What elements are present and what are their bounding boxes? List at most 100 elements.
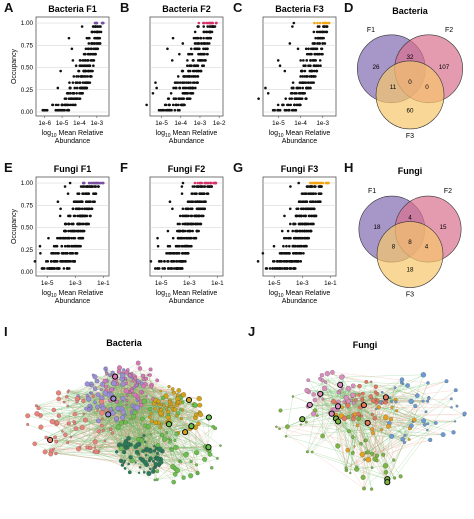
data-point bbox=[317, 64, 320, 68]
network-node bbox=[194, 412, 199, 417]
network-edge bbox=[376, 421, 456, 461]
data-point bbox=[315, 30, 319, 34]
network-node bbox=[82, 412, 85, 416]
data-point bbox=[298, 81, 302, 84]
data-point bbox=[299, 97, 302, 100]
data-point bbox=[94, 25, 97, 28]
data-point bbox=[84, 47, 88, 51]
data-point bbox=[65, 92, 69, 95]
network-node bbox=[311, 392, 316, 397]
data-point bbox=[303, 236, 306, 240]
data-point bbox=[298, 244, 301, 248]
data-point bbox=[90, 207, 94, 211]
network-edge bbox=[153, 399, 155, 451]
network-node bbox=[130, 371, 134, 375]
data-point bbox=[177, 236, 181, 240]
data-point bbox=[321, 42, 325, 45]
data-point bbox=[192, 236, 195, 240]
data-point bbox=[50, 260, 53, 263]
network-edge bbox=[325, 382, 365, 460]
network-node bbox=[400, 436, 405, 442]
network-node bbox=[148, 373, 152, 377]
data-point bbox=[66, 244, 70, 248]
network-edge bbox=[391, 434, 444, 437]
network-node bbox=[318, 377, 322, 381]
network-edge bbox=[117, 384, 122, 428]
x-tick-label: 1e-4 bbox=[174, 120, 187, 127]
data-point bbox=[78, 222, 81, 226]
data-point bbox=[78, 81, 82, 84]
network-node bbox=[450, 406, 453, 409]
data-point bbox=[78, 64, 82, 68]
data-point bbox=[181, 222, 185, 226]
data-point bbox=[74, 252, 78, 255]
data-point bbox=[61, 103, 64, 107]
data-point bbox=[210, 25, 214, 28]
data-point bbox=[80, 25, 84, 28]
network-node bbox=[56, 396, 61, 402]
data-point bbox=[207, 42, 211, 45]
data-point bbox=[94, 36, 97, 40]
network-node bbox=[160, 433, 165, 438]
network-node bbox=[451, 430, 456, 435]
data-point bbox=[73, 260, 77, 263]
data-point bbox=[166, 244, 170, 248]
network-edge bbox=[395, 399, 415, 420]
data-point bbox=[86, 75, 90, 78]
network-node bbox=[134, 405, 140, 411]
x-tick-label: 1e-6 bbox=[38, 120, 51, 127]
data-point bbox=[81, 81, 85, 84]
data-point bbox=[65, 252, 69, 255]
network-edge bbox=[51, 450, 155, 459]
data-point bbox=[186, 59, 189, 62]
network-edge bbox=[306, 413, 332, 423]
data-point bbox=[325, 30, 329, 34]
network-node bbox=[62, 400, 66, 404]
data-point bbox=[67, 236, 71, 240]
network-node bbox=[152, 466, 156, 470]
data-point bbox=[164, 103, 168, 107]
network-node bbox=[304, 420, 308, 424]
network-node bbox=[162, 404, 166, 408]
data-point bbox=[304, 47, 308, 51]
network-node bbox=[148, 449, 153, 454]
data-point bbox=[276, 260, 279, 263]
network-node bbox=[111, 380, 117, 386]
network-node bbox=[380, 391, 384, 394]
network-edge bbox=[276, 425, 358, 427]
data-point bbox=[291, 25, 294, 28]
data-point bbox=[89, 52, 92, 56]
data-point bbox=[79, 214, 83, 218]
data-point bbox=[185, 81, 188, 84]
network-node bbox=[330, 370, 335, 375]
network-edge bbox=[365, 383, 404, 441]
network-edge bbox=[394, 422, 436, 479]
network-node bbox=[51, 407, 57, 413]
network-node bbox=[119, 372, 126, 379]
network-hub-node bbox=[328, 410, 335, 417]
data-point bbox=[310, 181, 314, 185]
network-edge bbox=[110, 428, 190, 430]
data-point bbox=[97, 185, 100, 188]
network-edge bbox=[407, 385, 427, 412]
data-point bbox=[153, 267, 157, 270]
x-tick-label: 1e-5 bbox=[268, 280, 281, 287]
data-point bbox=[168, 103, 171, 107]
data-point bbox=[314, 200, 317, 203]
data-point bbox=[168, 244, 172, 248]
data-point bbox=[60, 108, 64, 112]
data-point bbox=[179, 97, 183, 100]
plot-frame bbox=[262, 176, 337, 277]
network-node bbox=[66, 405, 69, 408]
data-point bbox=[313, 214, 317, 218]
data-point bbox=[289, 185, 292, 188]
network-edge bbox=[171, 449, 198, 474]
network-hub-node bbox=[205, 444, 212, 451]
data-point bbox=[324, 181, 328, 185]
network-node bbox=[55, 390, 62, 396]
data-point bbox=[294, 252, 297, 255]
network-edge bbox=[345, 400, 363, 469]
data-point bbox=[206, 52, 209, 56]
network-node bbox=[161, 436, 168, 442]
network-node bbox=[96, 418, 101, 424]
